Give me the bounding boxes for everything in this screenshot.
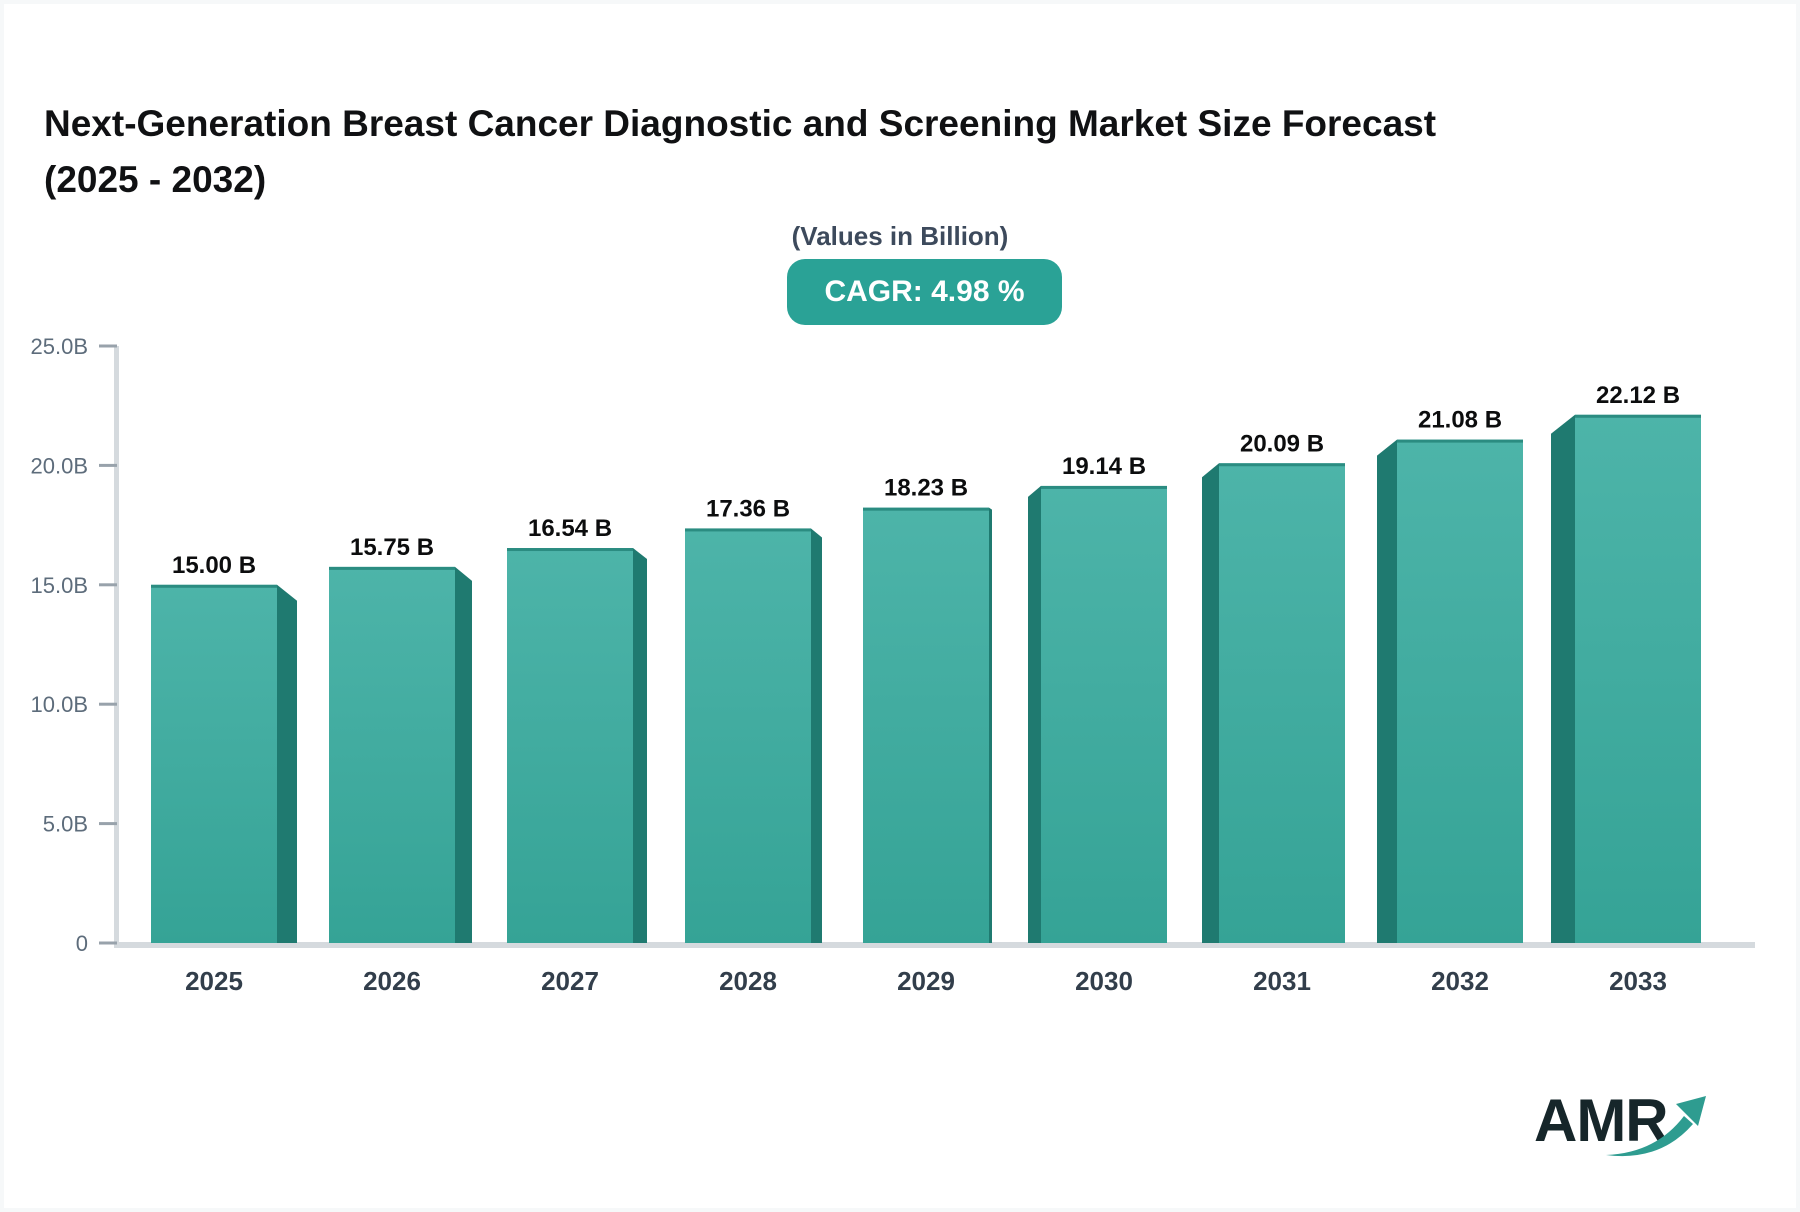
bar-front-face: [329, 566, 455, 943]
bar-top-edge: [1397, 439, 1523, 443]
x-axis-label: 2027: [541, 966, 599, 996]
bar-top-edge: [863, 507, 989, 511]
bar-2032: [1377, 439, 1523, 943]
bars: [151, 414, 1701, 943]
y-axis-label: 10.0B: [31, 692, 89, 717]
x-axis-label: 2028: [719, 966, 777, 996]
bar-side-face: [455, 566, 472, 943]
bar-front-face: [1219, 463, 1345, 943]
bar-value-label: 19.14 B: [1062, 453, 1146, 480]
bar-top-edge: [685, 528, 811, 532]
bar-2029: [863, 507, 992, 943]
bar-top-edge: [1219, 463, 1345, 467]
y-axis-label: 0: [76, 931, 88, 956]
y-axis-label: 15.0B: [31, 573, 89, 598]
bar-top-edge: [151, 584, 277, 588]
bar-top-edge: [1575, 414, 1701, 418]
y-axis-tick: [99, 702, 117, 706]
x-axis-line: [114, 942, 1755, 948]
amr-logo: AMR: [1528, 1086, 1738, 1176]
bar-2028: [685, 528, 822, 943]
bar-side-face: [1551, 414, 1575, 943]
bar-side-face: [1202, 463, 1219, 943]
bar-top-edge: [1041, 485, 1167, 489]
chart-subtitle: (Values in Billion): [791, 221, 1009, 251]
chart-title: Next-Generation Breast Cancer Diagnostic…: [44, 96, 1756, 208]
bar-front-face: [863, 507, 989, 943]
bar-front-face: [685, 528, 811, 943]
y-axis-label: 25.0B: [31, 334, 89, 359]
bar-value-label: 20.09 B: [1240, 430, 1324, 457]
bar-value-label: 21.08 B: [1418, 407, 1502, 434]
bar-side-face: [277, 584, 297, 943]
logo-text: AMR: [1534, 1087, 1669, 1154]
y-axis-tick: [99, 941, 117, 945]
bar-front-face: [151, 584, 277, 943]
bar-2030: [1028, 485, 1167, 943]
bar-value-label: 15.00 B: [172, 552, 256, 579]
bar-front-face: [1575, 414, 1701, 943]
x-axis-label: 2031: [1253, 966, 1311, 996]
x-axis-label: 2025: [185, 966, 243, 996]
bar-value-label: 22.12 B: [1596, 382, 1680, 409]
bar-top-edge: [507, 548, 633, 552]
bar-side-face: [633, 548, 647, 943]
x-axis-label: 2029: [897, 966, 955, 996]
bar-2025: [151, 584, 297, 943]
x-axis-label: 2032: [1431, 966, 1489, 996]
axes: [99, 344, 1755, 948]
bar-side-face: [1377, 439, 1397, 943]
bar-front-face: [1397, 439, 1523, 943]
x-axis-label: 2033: [1609, 966, 1667, 996]
x-axis-label: 2030: [1075, 966, 1133, 996]
y-axis-tick: [99, 344, 117, 348]
y-axis-label: 5.0B: [43, 812, 88, 837]
bar-2033: [1551, 414, 1701, 943]
chart-title-line1: Next-Generation Breast Cancer Diagnostic…: [44, 103, 1437, 144]
y-axis-label: 20.0B: [31, 453, 89, 478]
logo-arrow-icon: [1606, 1096, 1706, 1157]
bar-value-label: 16.54 B: [528, 515, 612, 542]
labels: 25.0B 20.0B 15.0B 10.0B 5.0B 0 15.00 B 2025 15.7…: [31, 334, 1681, 996]
bar-2031: [1202, 463, 1345, 943]
bar-side-face: [811, 528, 822, 943]
bar-side-face: [1028, 485, 1041, 943]
bar-side-face: [989, 507, 992, 943]
y-axis-tick: [99, 463, 117, 467]
bar-value-label: 17.36 B: [706, 495, 790, 522]
chart-title-line2: (2025 - 2032): [44, 159, 267, 200]
bar-front-face: [507, 548, 633, 943]
bar-value-label: 18.23 B: [884, 475, 968, 502]
bar-2026: [329, 566, 472, 943]
y-axis-line: [114, 346, 119, 948]
cagr-badge: CAGR: 4.98 %: [787, 259, 1062, 325]
bar-top-edge: [329, 566, 455, 570]
bar-value-label: 15.75 B: [350, 534, 434, 561]
y-axis-tick: [99, 822, 117, 826]
bar-front-face: [1041, 485, 1167, 943]
y-axis-tick: [99, 583, 117, 587]
bar-2027: [507, 548, 647, 943]
x-axis-label: 2026: [363, 966, 421, 996]
